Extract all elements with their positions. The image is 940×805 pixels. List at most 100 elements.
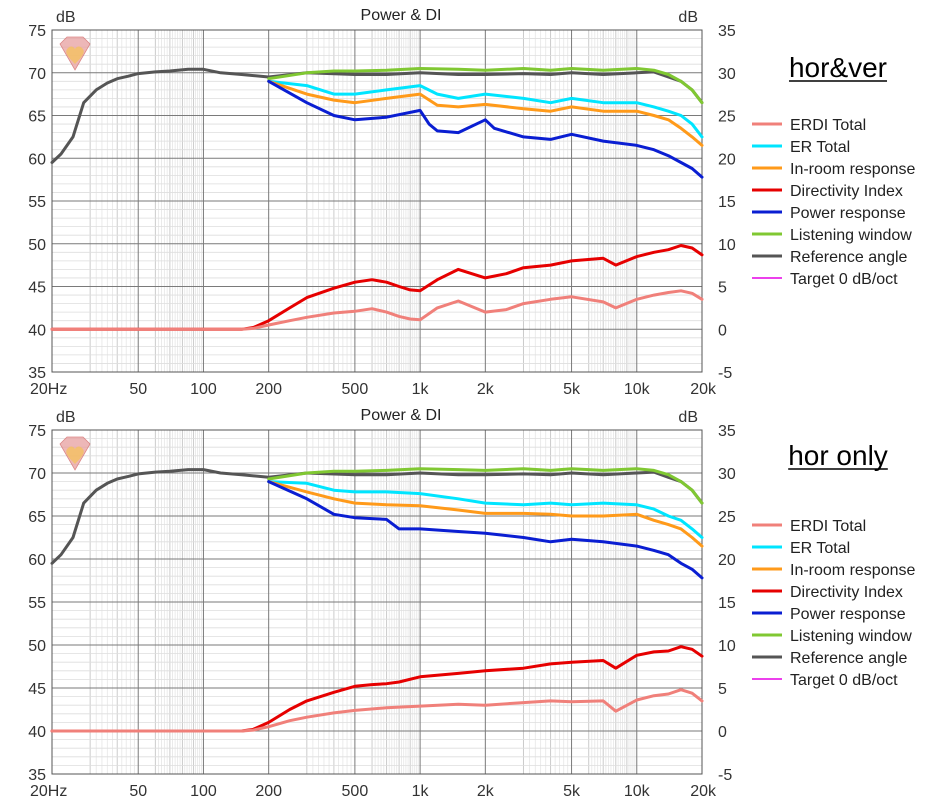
- x-tick-label: 1k: [412, 783, 430, 800]
- y-tick-left-label: 65: [28, 109, 46, 126]
- y-tick-left-label: 70: [28, 66, 46, 83]
- legend-label: Power response: [790, 205, 906, 222]
- x-tick-label: 2k: [477, 381, 495, 398]
- x-tick-label: 5k: [563, 381, 581, 398]
- panel-label: hor only: [788, 440, 888, 471]
- y-unit-right: dB: [678, 9, 698, 26]
- legend: ERDI Total ER Total In-room response Direct…: [752, 518, 915, 689]
- x-tick-label: 10k: [624, 381, 651, 398]
- legend-label: Target 0 dB/oct: [790, 271, 898, 288]
- legend-label: ER Total: [790, 540, 850, 557]
- legend-item: In-room response: [752, 161, 915, 178]
- legend-item: ER Total: [752, 139, 850, 156]
- legend-item: Directivity Index: [752, 183, 903, 200]
- y-tick-left-label: 50: [28, 237, 46, 254]
- legend-label: Target 0 dB/oct: [790, 672, 898, 689]
- series-listening-window-line: [267, 67, 704, 105]
- y-tick-right-label: 35: [718, 23, 736, 40]
- x-tick-label: 10k: [624, 783, 651, 800]
- legend-label: ER Total: [790, 139, 850, 156]
- y-tick-right-label: 0: [718, 724, 727, 741]
- y-tick-right-label: 30: [718, 66, 736, 83]
- legend-label: ERDI Total: [790, 518, 866, 535]
- legend-item: Reference angle: [752, 249, 908, 266]
- legend-label: In-room response: [790, 161, 915, 178]
- panel-label: hor&ver: [789, 52, 887, 83]
- heart-diamond-logo-icon: [59, 36, 91, 71]
- y-tick-left-label: 55: [28, 194, 46, 211]
- y-tick-right-label: 15: [718, 194, 736, 211]
- x-tick-label: 20Hz: [30, 381, 67, 398]
- legend-label: Reference angle: [790, 249, 908, 266]
- x-tick-label: 5k: [563, 783, 581, 800]
- x-tick-label: 2k: [477, 783, 495, 800]
- series-in-room-response-line: [267, 480, 704, 548]
- grid: [51, 429, 703, 775]
- legend-label: Directivity Index: [790, 584, 903, 601]
- series-group: [50, 467, 704, 733]
- legend-label: Reference angle: [790, 650, 908, 667]
- series-directivity-index-line: [50, 645, 704, 733]
- series-erdi-total-line: [50, 688, 704, 733]
- y-tick-right-label: 5: [718, 280, 727, 297]
- y-tick-left-label: 45: [28, 681, 46, 698]
- plot-frame: [51, 429, 703, 775]
- y-tick-right-label: 25: [718, 109, 736, 126]
- series-er-total-line: [267, 480, 704, 539]
- y-tick-right-label: 20: [718, 151, 736, 168]
- series-group: [50, 67, 704, 331]
- logo-heart: [66, 46, 84, 64]
- y-tick-left-label: 35: [28, 767, 46, 784]
- y-tick-left-label: 70: [28, 466, 46, 483]
- legend-item: Power response: [752, 606, 906, 623]
- legend-item: ER Total: [752, 540, 850, 557]
- y-tick-right-label: -5: [718, 365, 732, 382]
- logo-heart: [66, 446, 84, 464]
- legend-label: Listening window: [790, 227, 912, 244]
- legend-item: Directivity Index: [752, 584, 903, 601]
- chart-title: Power & DI: [361, 7, 442, 24]
- x-tick-label: 200: [255, 381, 282, 398]
- x-tick-label: 500: [342, 783, 369, 800]
- y-tick-left-label: 75: [28, 423, 46, 440]
- x-tick-label: 50: [129, 783, 147, 800]
- series-directivity-index-line: [50, 244, 704, 331]
- series-in-room-response-line: [267, 79, 704, 147]
- x-tick-label: 50: [129, 381, 147, 398]
- series-er-total-line: [267, 79, 704, 139]
- legend-label: In-room response: [790, 562, 915, 579]
- y-tick-left-label: 60: [28, 151, 46, 168]
- y-tick-right-label: 10: [718, 237, 736, 254]
- legend-label: ERDI Total: [790, 117, 866, 134]
- legend-item: Power response: [752, 205, 906, 222]
- legend-item: Listening window: [752, 227, 912, 244]
- x-tick-label: 1k: [412, 381, 430, 398]
- y-tick-left-label: 65: [28, 509, 46, 526]
- legend-label: Power response: [790, 606, 906, 623]
- series-power-response-line: [267, 480, 704, 580]
- y-tick-right-label: 25: [718, 509, 736, 526]
- y-tick-right-label: 15: [718, 595, 736, 612]
- y-tick-left-label: 50: [28, 638, 46, 655]
- legend-item: Reference angle: [752, 650, 908, 667]
- x-tick-label: 20k: [690, 381, 717, 398]
- y-tick-left-label: 40: [28, 724, 46, 741]
- x-tick-label: 20k: [690, 783, 717, 800]
- legend-item: ERDI Total: [752, 117, 866, 134]
- y-unit-left: dB: [56, 9, 76, 26]
- series-listening-window-line: [267, 467, 704, 505]
- heart-diamond-logo-icon: [59, 436, 91, 471]
- x-tick-label: 100: [190, 783, 217, 800]
- legend-item: Target 0 dB/oct: [752, 672, 898, 689]
- y-tick-left-label: 45: [28, 280, 46, 297]
- y-tick-right-label: 35: [718, 423, 736, 440]
- y-tick-right-label: -5: [718, 767, 732, 784]
- y-tick-left-label: 35: [28, 365, 46, 382]
- chart-panel-2: Power & DI dB dB 35 40 45 50 55 60 65 70 75 -5 0 5 10 15…: [28, 407, 915, 800]
- series-power-response-line: [267, 79, 704, 179]
- x-tick-label: 200: [255, 783, 282, 800]
- legend: ERDI Total ER Total In-room response Direct…: [752, 117, 915, 288]
- x-tick-label: 500: [342, 381, 369, 398]
- y-tick-left-label: 75: [28, 23, 46, 40]
